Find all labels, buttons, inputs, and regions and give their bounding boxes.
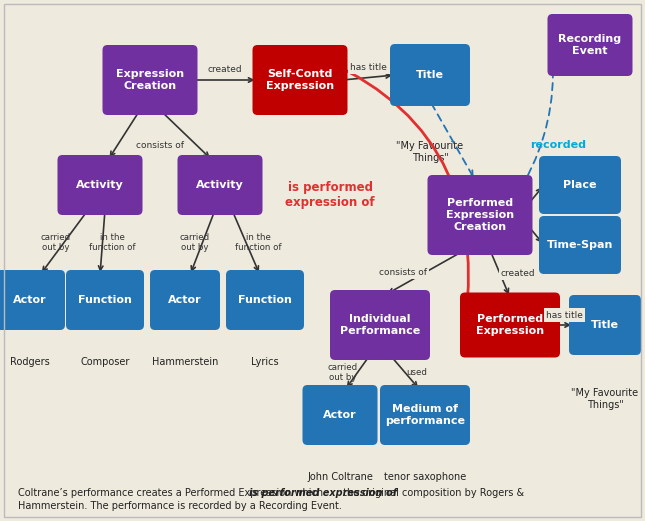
Text: has title: has title (546, 311, 583, 319)
FancyBboxPatch shape (57, 155, 143, 215)
Text: carried
out by: carried out by (41, 233, 71, 252)
Text: Actor: Actor (323, 410, 357, 420)
Text: Hammerstein: Hammerstein (152, 357, 218, 367)
Text: is performed
expression of: is performed expression of (285, 181, 375, 209)
Text: has title: has title (350, 63, 387, 72)
Text: consists of: consists of (379, 268, 427, 277)
FancyBboxPatch shape (226, 270, 304, 330)
Text: in the
function of: in the function of (89, 233, 135, 252)
Text: John Coltrane: John Coltrane (307, 472, 373, 482)
FancyBboxPatch shape (539, 156, 621, 214)
Text: Function: Function (78, 295, 132, 305)
FancyBboxPatch shape (177, 155, 263, 215)
FancyBboxPatch shape (150, 270, 220, 330)
Text: Title: Title (591, 320, 619, 330)
Text: consists of: consists of (136, 141, 184, 150)
FancyBboxPatch shape (428, 175, 533, 255)
FancyBboxPatch shape (390, 44, 470, 106)
Text: Activity: Activity (76, 180, 124, 190)
FancyBboxPatch shape (103, 45, 197, 115)
FancyBboxPatch shape (548, 14, 633, 76)
Text: "My Favourite
Things": "My Favourite Things" (397, 141, 464, 163)
Text: Actor: Actor (168, 295, 202, 305)
FancyBboxPatch shape (569, 295, 641, 355)
FancyBboxPatch shape (539, 216, 621, 274)
Text: Performed
Expression: Performed Expression (476, 314, 544, 336)
Text: Actor: Actor (13, 295, 47, 305)
Text: created: created (208, 66, 243, 75)
Text: Self-Contd
Expression: Self-Contd Expression (266, 69, 334, 91)
Text: created: created (501, 269, 535, 278)
FancyBboxPatch shape (0, 270, 65, 330)
Text: in the
function of: in the function of (235, 233, 281, 252)
Text: Activity: Activity (196, 180, 244, 190)
Text: Place: Place (563, 180, 597, 190)
Text: carried
out by: carried out by (328, 363, 357, 382)
Text: recorded: recorded (530, 140, 586, 150)
FancyBboxPatch shape (460, 292, 560, 357)
Text: is performed expression of: is performed expression of (249, 488, 397, 498)
Text: the original composition by Rogers &: the original composition by Rogers & (340, 488, 524, 498)
Text: Coltrane’s performance creates a Performed Expression which: Coltrane’s performance creates a Perform… (18, 488, 326, 498)
Text: Performed
Expression
Creation: Performed Expression Creation (446, 197, 514, 232)
Text: Rodgers: Rodgers (10, 357, 50, 367)
Text: Time-Span: Time-Span (547, 240, 613, 250)
Text: used: used (406, 368, 428, 377)
FancyBboxPatch shape (380, 385, 470, 445)
FancyBboxPatch shape (66, 270, 144, 330)
Text: Function: Function (238, 295, 292, 305)
FancyBboxPatch shape (252, 45, 348, 115)
Text: Recording
Event: Recording Event (559, 34, 622, 56)
Text: Hammerstein. The performance is recorded by a Recording Event.: Hammerstein. The performance is recorded… (18, 501, 342, 511)
Text: Individual
Performance: Individual Performance (340, 314, 420, 336)
Text: "My Favourite
Things": "My Favourite Things" (571, 388, 639, 410)
Text: Lyrics: Lyrics (251, 357, 279, 367)
Text: tenor saxophone: tenor saxophone (384, 472, 466, 482)
Text: Medium of
performance: Medium of performance (385, 404, 465, 426)
Text: Title: Title (416, 70, 444, 80)
Text: Composer: Composer (81, 357, 130, 367)
FancyBboxPatch shape (330, 290, 430, 360)
FancyBboxPatch shape (303, 385, 377, 445)
Text: Expression
Creation: Expression Creation (116, 69, 184, 91)
Text: carried
out by: carried out by (179, 233, 210, 252)
